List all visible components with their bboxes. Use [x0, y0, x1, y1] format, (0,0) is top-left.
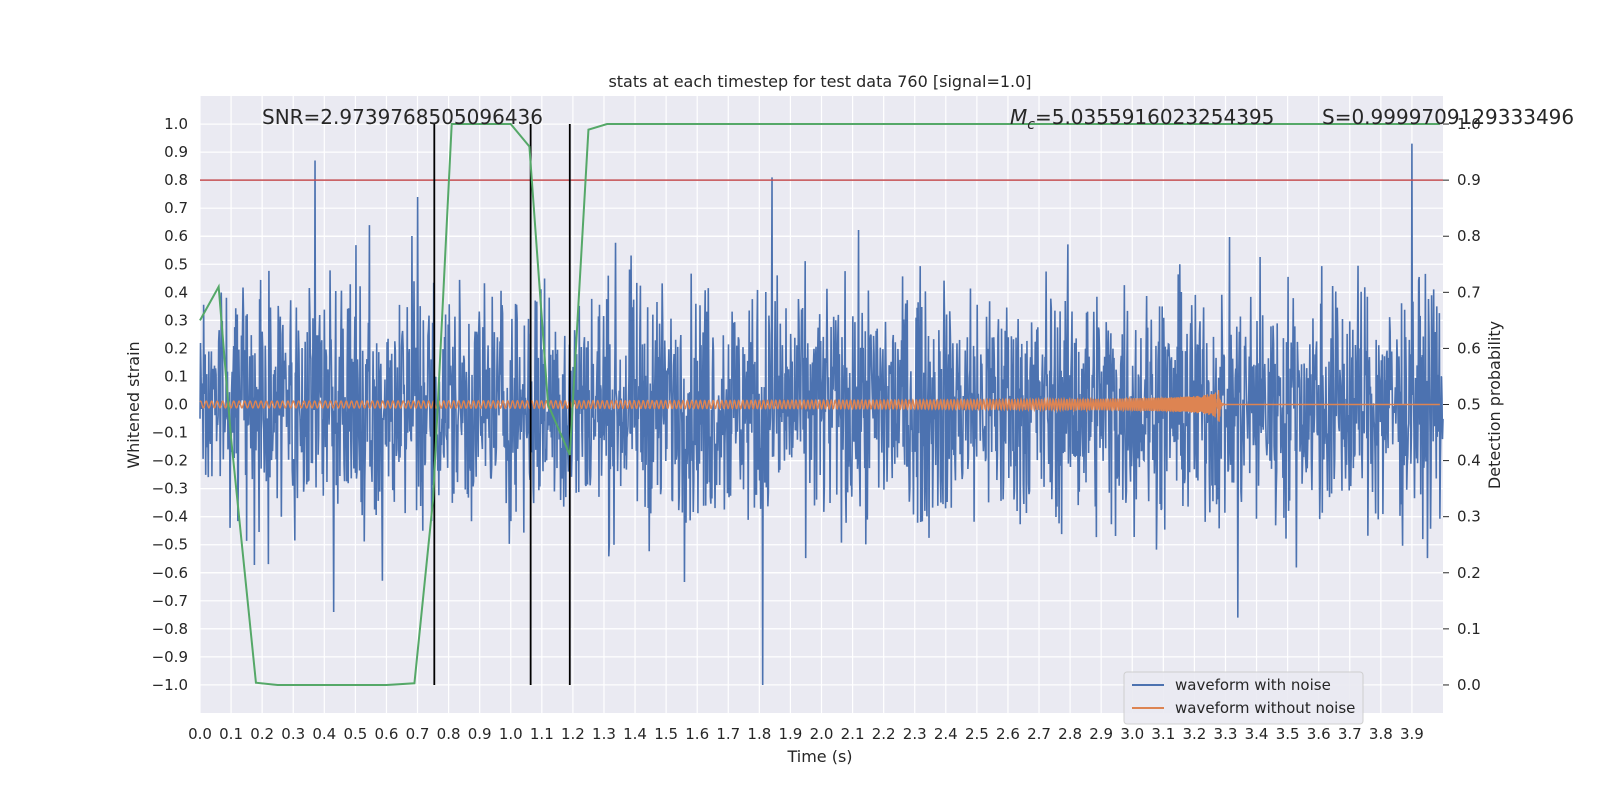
x-tick-label: 3.1 — [1151, 725, 1175, 743]
y-tick-label: −0.5 — [152, 536, 188, 554]
x-tick-label: 1.5 — [654, 725, 678, 743]
y-tick-label: 0.4 — [164, 283, 188, 301]
legend-label-noise: waveform with noise — [1175, 676, 1331, 694]
x-tick-label: 2.2 — [872, 725, 896, 743]
y-tick-label: 0.0 — [164, 396, 188, 414]
y-tick-label: 0.3 — [164, 311, 188, 329]
y-tick-label: 1.0 — [164, 115, 188, 133]
y-tick-label: −0.3 — [152, 480, 188, 498]
legend: waveform with noise waveform without noi… — [1123, 671, 1364, 725]
overlay-lines — [199, 123, 1443, 686]
x-tick-label: 1.2 — [561, 725, 585, 743]
waveform-with-noise-line — [199, 143, 1444, 685]
y-tick-label: −1.0 — [152, 676, 188, 694]
x-tick-label: 1.9 — [778, 725, 802, 743]
right-tick-label: 0.6 — [1457, 339, 1481, 357]
x-axis-label: Time (s) — [786, 747, 852, 766]
y-tick-label: −0.8 — [152, 620, 188, 638]
snr-annotation: SNR=2.9739768505096436 — [262, 105, 543, 129]
x-tick-label: 3.5 — [1276, 725, 1300, 743]
y-axis-ticks: 1.0 0.9 0.8 0.7 0.6 0.5 0.4 0.3 0.2 0.1 0.0 −0.1 −0.… — [152, 115, 188, 694]
y-tick-label: 0.2 — [164, 339, 188, 357]
waveform-with-noise-series — [199, 143, 1444, 685]
right-tick-label: 1.0 — [1457, 115, 1481, 133]
x-tick-label: 3.7 — [1338, 725, 1362, 743]
right-tick-label: 0.7 — [1457, 283, 1481, 301]
x-tick-label: 2.1 — [841, 725, 865, 743]
right-tick-label: 0.0 — [1457, 676, 1481, 694]
y-axis-label: Whitened strain — [124, 341, 143, 468]
x-tick-label: 1.0 — [499, 725, 523, 743]
x-tick-label: 3.0 — [1120, 725, 1144, 743]
waveform-without-noise-series — [199, 390, 1440, 422]
right-tick-label: 0.3 — [1457, 508, 1481, 526]
x-tick-label: 0.8 — [437, 725, 461, 743]
x-tick-label: 1.1 — [530, 725, 554, 743]
x-tick-label: 0.0 — [188, 725, 212, 743]
detection-probability-line — [199, 123, 1440, 686]
y-tick-label: −0.6 — [152, 564, 188, 582]
x-tick-label: 3.9 — [1400, 725, 1424, 743]
y-tick-label: 0.1 — [164, 367, 188, 385]
x-tick-label: 0.9 — [468, 725, 492, 743]
y-tick-label: 0.9 — [164, 143, 188, 161]
x-tick-label: 1.4 — [623, 725, 647, 743]
waveform-without-noise-line — [199, 390, 1440, 422]
x-tick-label: 2.7 — [1027, 725, 1051, 743]
right-tick-label: 0.9 — [1457, 171, 1481, 189]
x-tick-label: 2.0 — [810, 725, 834, 743]
x-tick-label: 1.8 — [747, 725, 771, 743]
y-tick-label: 0.7 — [164, 199, 188, 217]
right-tick-label: 0.8 — [1457, 227, 1481, 245]
x-tick-label: 2.5 — [965, 725, 989, 743]
x-tick-label: 0.2 — [250, 725, 274, 743]
x-tick-label: 1.3 — [592, 725, 616, 743]
x-tick-label: 3.4 — [1245, 725, 1269, 743]
x-tick-label: 3.3 — [1214, 725, 1238, 743]
x-tick-label: 2.4 — [934, 725, 958, 743]
x-tick-label: 3.8 — [1369, 725, 1393, 743]
x-tick-label: 3.2 — [1182, 725, 1206, 743]
x-tick-label: 0.4 — [312, 725, 336, 743]
x-tick-label: 2.8 — [1058, 725, 1082, 743]
x-tick-label: 0.6 — [375, 725, 399, 743]
right-axis-ticks: 1.0 0.9 0.8 0.7 0.6 0.5 0.4 0.3 0.2 0.1 0.0 — [1443, 115, 1481, 694]
mc-annotation: Mc=5.0355916023254395 — [1010, 105, 1274, 133]
right-tick-label: 0.4 — [1457, 452, 1481, 470]
right-axis-label: Detection probability — [1485, 321, 1504, 489]
right-tick-label: 0.5 — [1457, 396, 1481, 414]
x-tick-label: 0.5 — [343, 725, 367, 743]
y-tick-label: −0.7 — [152, 592, 188, 610]
right-tick-label: 0.1 — [1457, 620, 1481, 638]
x-tick-label: 0.3 — [281, 725, 305, 743]
right-tick-label: 0.2 — [1457, 564, 1481, 582]
x-tick-label: 1.6 — [685, 725, 709, 743]
x-tick-label: 2.9 — [1089, 725, 1113, 743]
x-tick-label: 3.6 — [1307, 725, 1331, 743]
x-tick-label: 0.7 — [406, 725, 430, 743]
x-tick-label: 1.7 — [716, 725, 740, 743]
x-tick-label: 2.6 — [996, 725, 1020, 743]
y-tick-label: −0.2 — [152, 452, 188, 470]
x-axis-ticks: 0.0 0.1 0.2 0.3 0.4 0.5 0.6 0.7 0.8 0.9 1.0 1.1 1.2 1… — [188, 725, 1424, 743]
y-tick-label: 0.6 — [164, 227, 188, 245]
y-tick-label: −0.4 — [152, 508, 188, 526]
x-tick-label: 0.1 — [219, 725, 243, 743]
x-tick-label: 2.3 — [903, 725, 927, 743]
chart-title: stats at each timestep for test data 760… — [608, 72, 1031, 91]
y-tick-label: −0.1 — [152, 424, 188, 442]
y-tick-label: 0.5 — [164, 255, 188, 273]
y-tick-label: 0.8 — [164, 171, 188, 189]
y-tick-label: −0.9 — [152, 648, 188, 666]
s-annotation: S=0.9999709129333496 — [1322, 105, 1574, 129]
legend-label-clean: waveform without noise — [1175, 699, 1355, 717]
legend-box — [1123, 671, 1364, 725]
